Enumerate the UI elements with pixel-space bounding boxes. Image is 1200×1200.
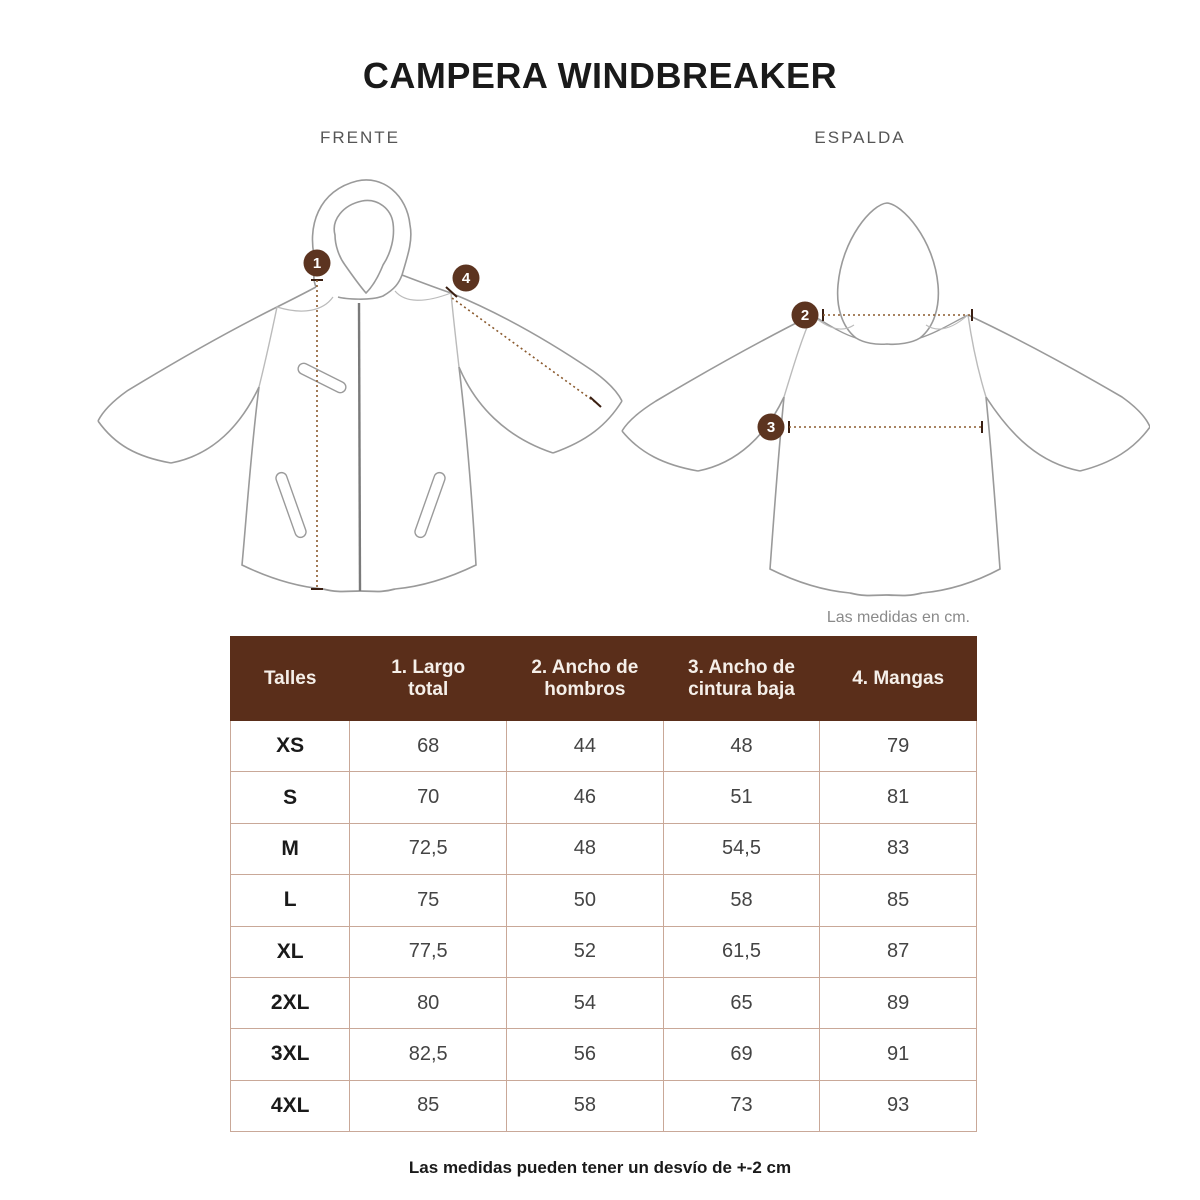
svg-text:2: 2: [801, 307, 809, 324]
svg-text:4: 4: [462, 270, 471, 287]
svg-text:3: 3: [767, 419, 775, 436]
svg-text:1: 1: [313, 255, 321, 272]
